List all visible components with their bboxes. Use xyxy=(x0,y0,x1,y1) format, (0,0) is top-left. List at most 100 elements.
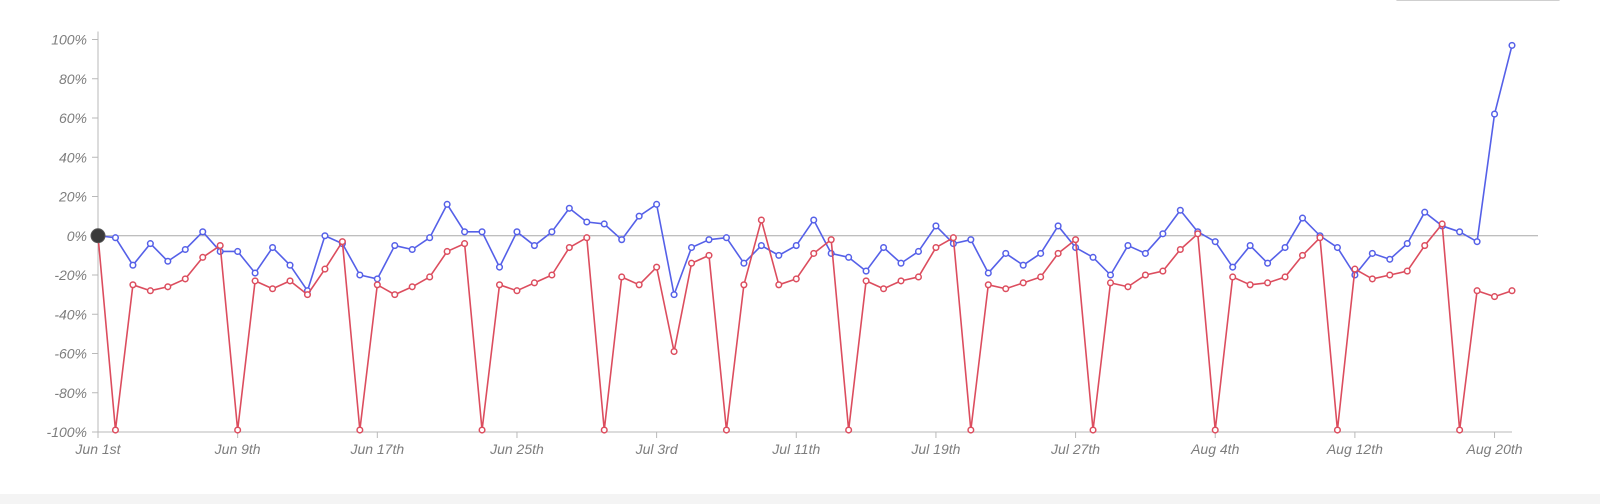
data-point[interactable] xyxy=(1019,261,1027,269)
data-point[interactable] xyxy=(1194,230,1202,238)
data-point[interactable] xyxy=(984,281,992,289)
data-point[interactable] xyxy=(129,261,137,269)
data-point[interactable] xyxy=(251,269,259,277)
data-point[interactable] xyxy=(1002,285,1010,293)
data-point[interactable] xyxy=(1473,238,1481,246)
data-point[interactable] xyxy=(1211,426,1219,434)
data-point[interactable] xyxy=(583,234,591,242)
data-point[interactable] xyxy=(1490,110,1499,118)
data-point[interactable] xyxy=(722,234,730,242)
data-point[interactable] xyxy=(461,240,469,248)
data-point[interactable] xyxy=(1368,249,1376,257)
data-point[interactable] xyxy=(1386,255,1394,263)
data-point[interactable] xyxy=(1141,271,1149,279)
data-point[interactable] xyxy=(321,232,329,240)
data-point[interactable] xyxy=(618,273,626,281)
data-point[interactable] xyxy=(775,251,783,259)
data-point[interactable] xyxy=(426,273,434,281)
data-point[interactable] xyxy=(269,243,277,252)
data-point[interactable] xyxy=(1159,267,1167,275)
data-point[interactable] xyxy=(1229,263,1237,271)
data-point[interactable] xyxy=(495,281,504,289)
data-point[interactable] xyxy=(1106,279,1115,287)
data-point[interactable] xyxy=(897,259,905,267)
data-point[interactable] xyxy=(600,426,608,434)
data-point[interactable] xyxy=(967,236,975,244)
data-point[interactable] xyxy=(1421,208,1429,216)
data-point[interactable] xyxy=(967,426,975,434)
data-point[interactable] xyxy=(1211,238,1219,246)
data-point[interactable] xyxy=(810,216,818,224)
data-point[interactable] xyxy=(792,275,800,283)
data-point[interactable] xyxy=(356,426,364,434)
data-point[interactable] xyxy=(827,236,835,244)
data-point[interactable] xyxy=(653,200,661,208)
data-point[interactable] xyxy=(740,281,748,289)
data-point[interactable] xyxy=(513,228,521,236)
data-point[interactable] xyxy=(199,253,207,261)
data-point[interactable] xyxy=(1281,273,1289,281)
data-point[interactable] xyxy=(1368,275,1376,283)
data-point[interactable] xyxy=(111,234,120,242)
data-point[interactable] xyxy=(1019,279,1027,287)
data-point[interactable] xyxy=(286,277,294,285)
hover-highlight-point[interactable] xyxy=(90,228,106,244)
data-point[interactable] xyxy=(181,245,189,254)
data-point[interactable] xyxy=(181,275,189,283)
data-point[interactable] xyxy=(286,261,294,269)
data-point[interactable] xyxy=(408,245,416,254)
data-point[interactable] xyxy=(1246,242,1254,250)
data-point[interactable] xyxy=(251,277,259,285)
data-point[interactable] xyxy=(1089,253,1097,261)
data-point[interactable] xyxy=(1072,236,1080,244)
data-point[interactable] xyxy=(740,259,748,267)
data-point[interactable] xyxy=(1054,249,1062,257)
data-point[interactable] xyxy=(1281,243,1289,252)
data-point[interactable] xyxy=(1159,230,1167,238)
data-point[interactable] xyxy=(478,426,486,434)
data-point[interactable] xyxy=(705,236,713,244)
data-point[interactable] xyxy=(1508,41,1516,49)
data-point[interactable] xyxy=(914,273,923,281)
data-point[interactable] xyxy=(1089,426,1097,434)
data-point[interactable] xyxy=(1438,220,1446,228)
data-point[interactable] xyxy=(1124,283,1132,291)
data-point[interactable] xyxy=(1176,245,1184,254)
data-point[interactable] xyxy=(1508,287,1516,295)
data-point[interactable] xyxy=(1264,279,1272,287)
data-point[interactable] xyxy=(1037,249,1045,257)
data-point[interactable] xyxy=(1037,273,1045,281)
data-point[interactable] xyxy=(373,275,381,283)
data-point[interactable] xyxy=(1298,251,1307,259)
data-point[interactable] xyxy=(862,277,870,285)
data-point[interactable] xyxy=(1141,249,1149,257)
data-point[interactable] xyxy=(722,426,730,434)
data-point[interactable] xyxy=(635,281,643,289)
data-point[interactable] xyxy=(583,218,591,226)
data-point[interactable] xyxy=(1176,206,1184,214)
data-point[interactable] xyxy=(1403,240,1411,248)
data-point[interactable] xyxy=(1421,242,1429,250)
data-point[interactable] xyxy=(234,426,242,434)
data-point[interactable] xyxy=(164,283,172,291)
data-point[interactable] xyxy=(565,243,573,252)
data-point[interactable] xyxy=(792,242,800,250)
data-point[interactable] xyxy=(1456,228,1464,236)
data-point[interactable] xyxy=(810,249,818,257)
data-point[interactable] xyxy=(408,283,416,291)
data-point[interactable] xyxy=(478,228,486,236)
data-point[interactable] xyxy=(1264,259,1272,267)
data-point[interactable] xyxy=(1298,214,1307,222)
data-point[interactable] xyxy=(1002,249,1010,257)
data-point[interactable] xyxy=(443,200,451,208)
data-point[interactable] xyxy=(356,271,364,279)
data-point[interactable] xyxy=(1403,267,1411,275)
data-point[interactable] xyxy=(530,279,538,287)
data-point[interactable] xyxy=(757,242,765,250)
data-point[interactable] xyxy=(1124,242,1132,250)
data-point[interactable] xyxy=(1333,426,1341,434)
data-point[interactable] xyxy=(495,263,504,271)
data-point[interactable] xyxy=(1054,222,1062,230)
data-point[interactable] xyxy=(303,291,312,299)
data-point[interactable] xyxy=(880,285,888,293)
